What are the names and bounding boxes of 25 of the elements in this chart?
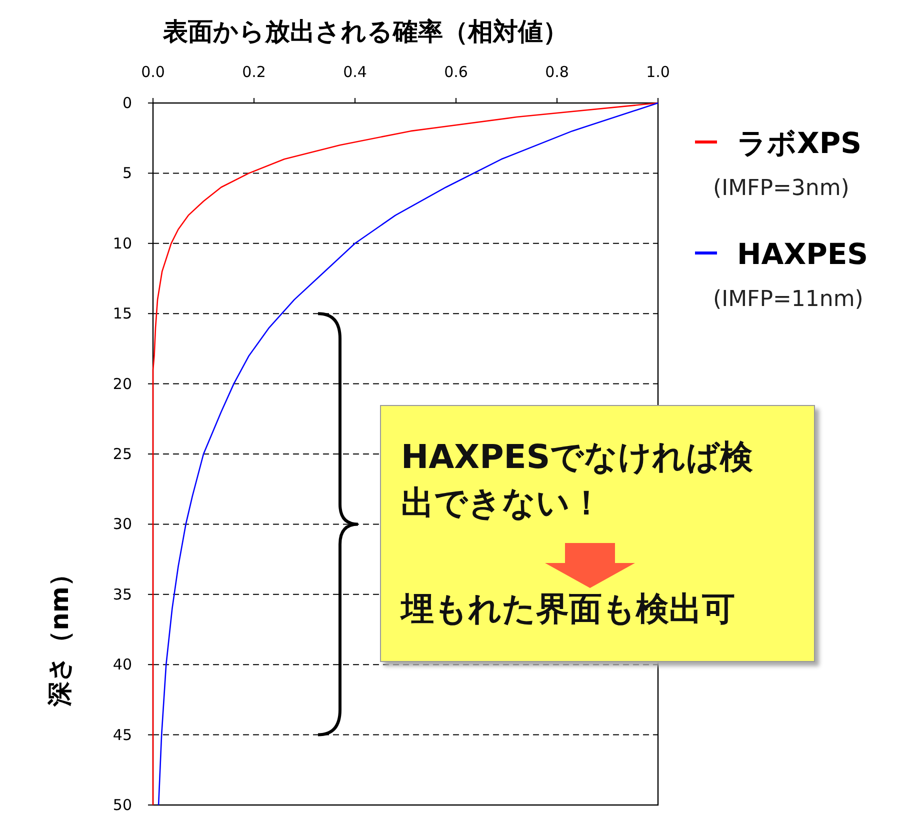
text: (IMFP=11nm) xyxy=(713,287,864,312)
y-axis-title: 深さ（nm） xyxy=(45,562,74,708)
text: (IMFP=3nm) xyxy=(713,176,850,201)
legend-label: ラボXPS xyxy=(737,126,862,160)
y-tick-label: 30 xyxy=(112,515,132,534)
y-tick-label: 40 xyxy=(112,656,132,674)
y-tick-label: 50 xyxy=(112,796,132,814)
y-tick-label: 35 xyxy=(112,585,132,604)
x-tick-label: 0.0 xyxy=(141,63,165,81)
x-tick-label: 0.6 xyxy=(444,63,468,81)
y-tick-label: 0 xyxy=(122,94,132,112)
y-tick-label: 20 xyxy=(112,374,132,393)
x-tick-label: 0.2 xyxy=(242,63,266,81)
y-tick-label: 45 xyxy=(112,726,132,744)
legend-label: HAXPES xyxy=(737,237,868,271)
annotation: HAXPESでなければ検出できない！ xyxy=(401,436,754,524)
y-tick-label: 25 xyxy=(112,445,132,463)
x-axis-title: 表面から放出される確率（相対値） xyxy=(162,17,568,46)
x-tick-label: 1.0 xyxy=(646,63,670,81)
y-tick-label: 15 xyxy=(112,304,132,323)
y-tick-label: 10 xyxy=(112,234,132,252)
x-tick-label: 0.8 xyxy=(545,63,569,81)
annotation: 埋もれた界面も検出可 xyxy=(401,588,735,630)
x-tick-label: 0.4 xyxy=(343,63,367,81)
y-tick-label: 5 xyxy=(122,164,132,182)
